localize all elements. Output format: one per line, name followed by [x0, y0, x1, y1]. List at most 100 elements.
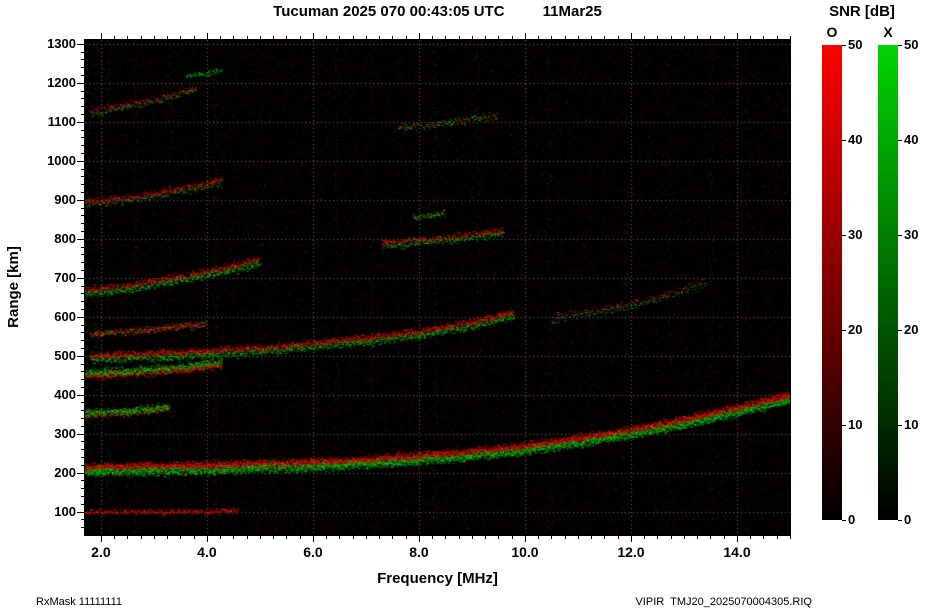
y-tick-mark [77, 43, 85, 45]
y-tick-mark [81, 90, 85, 92]
x-tick-mark-top [511, 36, 513, 40]
x-tick-mark [312, 535, 314, 542]
y-tick-mark [81, 145, 85, 147]
x-tick-mark [246, 535, 248, 539]
colorbar-tick-label: 30 [848, 227, 863, 242]
x-axis-label: Frequency [MHz] [377, 570, 498, 587]
x-tick-mark [100, 535, 102, 542]
x-tick-mark-top [445, 36, 447, 40]
y-tick-label: 700 [54, 269, 76, 285]
x-tick-mark [604, 535, 606, 539]
x-tick-mark [577, 535, 579, 539]
x-tick-mark-top [379, 36, 381, 40]
x-tick-mark-top [736, 33, 738, 40]
x-tick-mark [617, 535, 619, 539]
x-tick-label: 12.0 [617, 544, 645, 560]
x-tick-mark [538, 535, 540, 539]
y-tick-mark [81, 153, 85, 155]
x-tick-mark [736, 535, 738, 542]
y-tick-mark [81, 332, 85, 334]
colorbar-tick-label: 20 [848, 322, 863, 337]
x-tick-mark [697, 535, 699, 539]
colorbar-o [822, 45, 842, 520]
y-tick-mark [77, 316, 85, 318]
y-tick-mark [81, 269, 85, 271]
y-tick-mark [81, 184, 85, 186]
x-tick-mark-top [538, 36, 540, 40]
colorbar-tick-label: 50 [904, 37, 919, 52]
x-tick-mark [710, 535, 712, 539]
x-tick-mark [670, 535, 672, 539]
y-tick-mark [81, 293, 85, 295]
colorbar-tick-label: 10 [848, 417, 863, 432]
y-tick-mark [81, 386, 85, 388]
colorbar-tick-label: 0 [848, 512, 856, 527]
y-tick-mark [81, 137, 85, 139]
colorbar-tick-label: 0 [904, 512, 912, 527]
x-tick-mark-top [524, 33, 526, 40]
y-tick-mark [81, 324, 85, 326]
x-tick-mark-top [312, 33, 314, 40]
y-tick-mark [77, 472, 85, 474]
y-tick-mark [81, 223, 85, 225]
y-tick-mark [81, 59, 85, 61]
x-tick-mark [299, 535, 301, 539]
x-tick-mark-top [432, 36, 434, 40]
x-tick-label: 8.0 [409, 544, 429, 560]
ionogram-canvas [84, 39, 791, 536]
x-tick-mark [326, 535, 328, 539]
y-tick-mark [81, 230, 85, 232]
y-tick-mark [81, 285, 85, 287]
colorbar-x [878, 45, 898, 520]
x-tick-mark [140, 535, 142, 539]
chart-title-date: 11Mar25 [542, 3, 602, 20]
y-tick-mark [81, 441, 85, 443]
x-tick-mark [445, 535, 447, 539]
y-tick-mark [81, 410, 85, 412]
y-tick-label: 1300 [47, 35, 76, 51]
y-tick-mark [81, 379, 85, 381]
x-tick-mark [365, 535, 367, 539]
x-tick-mark [485, 535, 487, 539]
y-tick-mark [81, 363, 85, 365]
x-tick-mark [524, 535, 526, 542]
x-tick-mark [153, 535, 155, 539]
x-tick-mark [114, 535, 116, 539]
colorbar-tick-mark [898, 45, 902, 46]
x-tick-label: 6.0 [303, 544, 323, 560]
x-tick-mark-top [657, 36, 659, 40]
x-tick-mark-top [233, 36, 235, 40]
colorbar-tick-mark [898, 330, 902, 331]
colorbar-tick-mark [842, 520, 846, 521]
colorbar-tick-label: 50 [848, 37, 863, 52]
x-tick-mark [591, 535, 593, 539]
x-tick-mark-top [259, 36, 261, 40]
y-tick-mark [81, 308, 85, 310]
y-tick-label: 1000 [47, 152, 76, 168]
y-tick-mark [81, 75, 85, 77]
x-tick-mark [206, 535, 208, 542]
colorbar-tick-mark [898, 235, 902, 236]
x-tick-mark [630, 535, 632, 542]
x-tick-mark-top [763, 36, 765, 40]
y-tick-mark [81, 371, 85, 373]
y-tick-label: 1100 [47, 113, 76, 129]
x-tick-mark-top [392, 36, 394, 40]
y-tick-mark [81, 464, 85, 466]
x-tick-mark [458, 535, 460, 539]
x-tick-mark-top [710, 36, 712, 40]
y-tick-mark [81, 480, 85, 482]
colorbar-tick-label: 40 [848, 132, 863, 147]
x-tick-mark [392, 535, 394, 539]
x-tick-mark-top [458, 36, 460, 40]
x-tick-mark-top [750, 36, 752, 40]
x-tick-mark-top [114, 36, 116, 40]
y-tick-mark [77, 355, 85, 357]
y-tick-mark [77, 511, 85, 513]
y-tick-label: 900 [54, 191, 76, 207]
colorbar-tick-mark [842, 425, 846, 426]
x-tick-mark [750, 535, 752, 539]
y-tick-mark [81, 418, 85, 420]
snr-colorbar-title: SNR [dB] [829, 3, 895, 20]
x-tick-mark-top [577, 36, 579, 40]
